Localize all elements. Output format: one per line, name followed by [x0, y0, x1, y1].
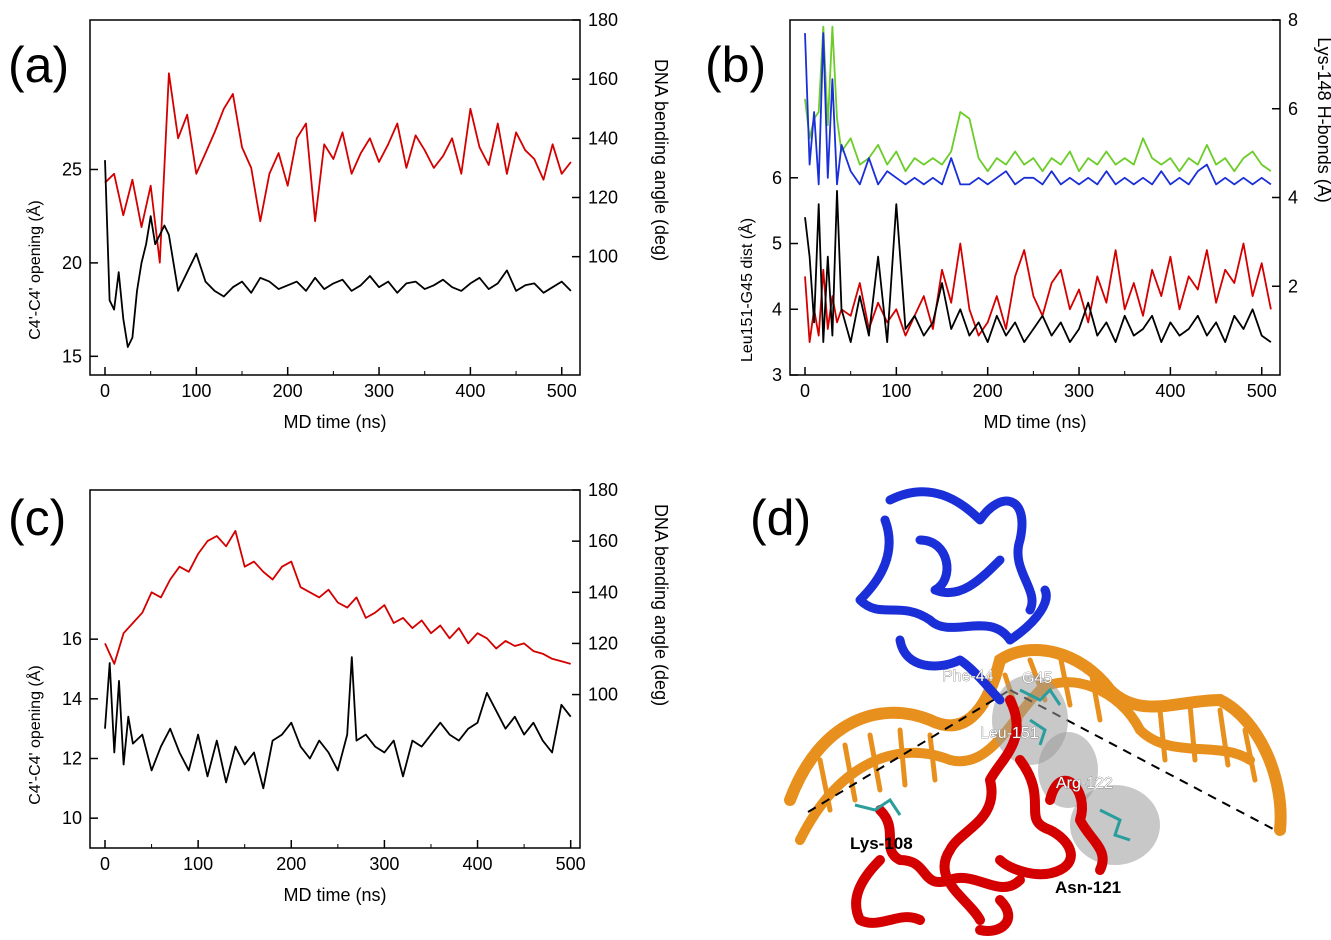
y-left-axis-title: Leu151-G45 dist (Å) [737, 218, 756, 362]
y-right-tick-label: 2 [1288, 276, 1298, 296]
y-right-axis-title: Lys-148 H-bonds (Å) [1314, 37, 1331, 202]
series-line-1 [104, 656, 572, 790]
y-left-tick-label: 12 [62, 749, 82, 769]
series-line-0 [804, 25, 1272, 173]
y-left-tick-label: 6 [772, 168, 782, 188]
series-line-1 [804, 32, 1272, 186]
y-left-tick-label: 15 [62, 346, 82, 366]
panel-label-a: (a) [8, 37, 69, 93]
x-tick-label: 0 [100, 854, 110, 874]
x-tick-label: 100 [881, 381, 911, 401]
y-left-tick-label: 5 [772, 234, 782, 254]
x-tick-label: 100 [181, 381, 211, 401]
residue-label-leu151: Leu-151 [980, 725, 1039, 742]
y-left-tick-label: 3 [772, 365, 782, 385]
series-line-1 [104, 160, 572, 348]
y-left-tick-label: 4 [772, 299, 782, 319]
chart-panel-a: 0 100 200 300 400 500 15 20 25 100 120 140 160 180 MD … [25, 10, 671, 432]
x-tick-label: 500 [547, 381, 577, 401]
y-left-axis-title: C4'-C4' opening (Å) [25, 200, 44, 340]
x-tick-label: 400 [463, 854, 493, 874]
series-line-0 [104, 72, 572, 264]
molecular-structure-panel: Phe-44 G45 Leu-151 Arg-122 Lys-108 Asn-1… [784, 487, 1287, 936]
y-right-tick-label: 120 [588, 633, 618, 653]
y-right-tick-label: 100 [588, 685, 618, 705]
x-tick-label: 400 [455, 381, 485, 401]
panel-label-b: (b) [705, 37, 766, 93]
x-tick-label: 200 [273, 381, 303, 401]
plot-frame [789, 19, 1281, 376]
y-right-axis-title: DNA bending angle (deg) [651, 59, 671, 261]
y-right-tick-label: 4 [1288, 188, 1298, 208]
x-tick-label: 200 [973, 381, 1003, 401]
residue-sticks [854, 687, 1131, 842]
y-right-axis-title: DNA bending angle (deg) [651, 504, 671, 706]
y-left-tick-label: 10 [62, 808, 82, 828]
x-tick-label: 0 [100, 381, 110, 401]
y-left-tick-label: 25 [62, 159, 82, 179]
x-tick-label: 200 [276, 854, 306, 874]
x-tick-label: 500 [556, 854, 586, 874]
y-right-tick-label: 180 [588, 480, 618, 500]
y-left-tick-label: 14 [62, 689, 82, 709]
x-tick-label: 300 [1064, 381, 1094, 401]
residue-label-phe44: Phe-44 [942, 668, 994, 685]
chart-panel-b: 0 100 200 300 400 500 3 4 5 6 2 4 6 8 MD time (ns) Leu1… [737, 10, 1331, 432]
x-axis-title: MD time (ns) [984, 412, 1087, 432]
y-left-tick-label: 20 [62, 253, 82, 273]
x-tick-label: 0 [800, 381, 810, 401]
residue-label-arg122: Arg-122 [1056, 775, 1113, 792]
chart-panel-c: 0 100 200 300 400 500 10 12 14 16 100 120 140 160 180 M… [25, 480, 671, 905]
y-left-tick-label: 16 [62, 629, 82, 649]
series-line-2 [804, 242, 1272, 344]
x-tick-label: 100 [183, 854, 213, 874]
x-tick-label: 500 [1247, 381, 1277, 401]
x-tick-label: 400 [1155, 381, 1185, 401]
y-right-tick-label: 160 [588, 531, 618, 551]
series-line-0 [104, 530, 571, 665]
residue-label-asn121: Asn-121 [1055, 878, 1121, 897]
panel-label-c: (c) [8, 490, 66, 546]
y-right-tick-label: 140 [588, 582, 618, 602]
protein-domain-red [851, 695, 1108, 936]
x-tick-label: 300 [369, 854, 399, 874]
residue-label-g45: G45 [1022, 670, 1052, 687]
y-left-axis-title: C4'-C4' opening (Å) [25, 665, 44, 805]
residue-label-lys108: Lys-108 [850, 834, 913, 853]
panel-label-d: (d) [750, 490, 811, 546]
y-right-tick-label: 180 [588, 10, 618, 30]
x-axis-title: MD time (ns) [284, 412, 387, 432]
x-axis-title: MD time (ns) [284, 885, 387, 905]
protein-domain-blue [855, 487, 1051, 705]
y-right-tick-label: 140 [588, 128, 618, 148]
y-right-tick-label: 120 [588, 188, 618, 208]
y-right-tick-label: 6 [1288, 99, 1298, 119]
x-tick-label: 300 [364, 381, 394, 401]
series-line-3 [804, 189, 1272, 344]
y-right-tick-label: 8 [1288, 10, 1298, 30]
y-right-tick-label: 100 [588, 247, 618, 267]
plot-frame [89, 489, 581, 849]
y-right-tick-label: 160 [588, 69, 618, 89]
